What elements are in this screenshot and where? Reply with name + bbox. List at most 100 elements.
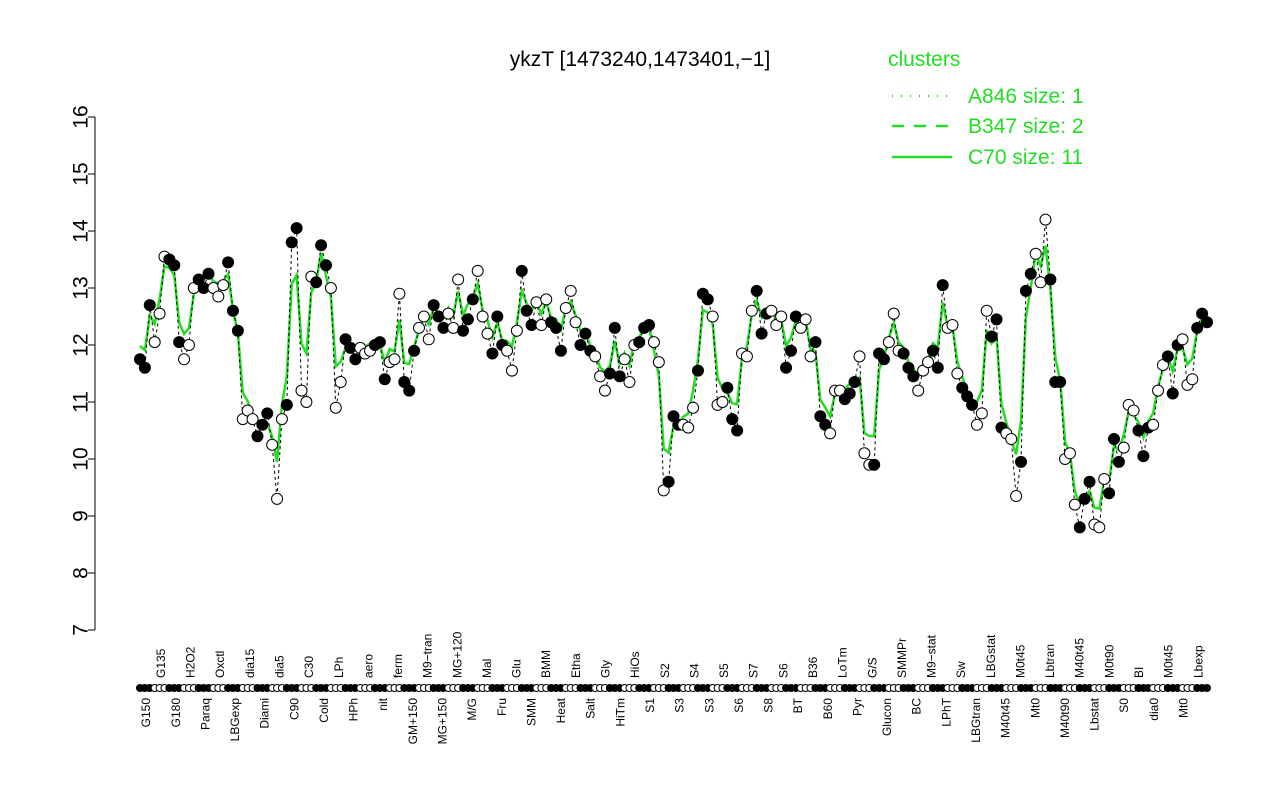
data-point	[922, 356, 935, 369]
data-point	[334, 376, 347, 389]
data-point	[403, 384, 416, 397]
data-point	[804, 350, 817, 363]
data-point	[271, 492, 284, 505]
data-point	[613, 370, 626, 383]
data-point	[1191, 321, 1204, 334]
data-point	[457, 324, 470, 337]
data-point	[212, 290, 225, 303]
data-point	[780, 361, 793, 374]
data-point	[579, 327, 592, 340]
x-tick-label: MG+150	[436, 698, 450, 745]
data-point	[246, 413, 259, 426]
legend-entry-b347: B347 size: 2	[968, 115, 1084, 138]
data-point	[275, 413, 288, 426]
data-point	[809, 336, 822, 349]
legend-entry-a846: A846 size: 1	[968, 85, 1084, 108]
data-point	[1098, 472, 1111, 485]
data-points	[134, 213, 1213, 534]
x-tick-label: LBGexp	[228, 698, 242, 742]
data-point	[217, 279, 230, 292]
data-point	[261, 407, 274, 420]
data-point	[315, 239, 328, 252]
x-tick-label: aero	[361, 654, 375, 678]
x-tick-label: dia0	[1147, 698, 1161, 721]
x-tick-label: Glucon	[880, 698, 894, 736]
data-point	[143, 299, 156, 312]
data-point	[1044, 273, 1057, 286]
x-tick-label: S6	[732, 698, 746, 713]
data-point	[554, 344, 567, 357]
data-point	[466, 293, 479, 306]
data-point	[755, 327, 768, 340]
data-point	[393, 287, 406, 300]
x-tick-label: Glu	[510, 659, 524, 678]
data-point	[505, 364, 518, 377]
data-point	[168, 259, 181, 272]
data-point	[574, 339, 587, 351]
data-point	[1127, 404, 1140, 417]
data-point	[540, 293, 553, 306]
x-tick-label: Paraq	[198, 698, 212, 730]
x-tick-label: Diami	[258, 698, 272, 729]
data-point	[643, 319, 656, 332]
data-point	[452, 273, 465, 286]
x-tick-label: S3	[702, 698, 716, 713]
data-point	[295, 384, 308, 397]
x-tick-label: M9−tran	[421, 634, 435, 678]
data-point	[623, 376, 636, 389]
cluster-c70-line	[139, 245, 1208, 511]
data-point	[1147, 418, 1160, 431]
x-tick-label: Mt0	[1028, 698, 1042, 718]
data-point	[907, 370, 920, 383]
x-tick-label: G135	[154, 648, 168, 678]
data-point	[481, 327, 494, 340]
x-tick-label: S7	[747, 663, 761, 678]
data-point	[887, 307, 900, 320]
data-point	[682, 421, 695, 434]
x-tick-label: Sw	[954, 661, 968, 678]
data-point	[594, 370, 607, 383]
data-point	[569, 316, 582, 329]
data-point	[1063, 447, 1076, 460]
data-point	[251, 430, 264, 443]
data-point	[520, 304, 533, 317]
x-tick-label: B60	[821, 698, 835, 720]
data-point	[510, 324, 523, 337]
data-point	[990, 313, 1003, 326]
chart-title: ykzT [1473240,1473401,−1]	[510, 48, 771, 71]
legend: clusters A846 size: 1 B347 size: 2 C70 s…	[888, 48, 1084, 169]
data-point	[1112, 455, 1125, 468]
y-tick-label: 13	[69, 276, 92, 299]
data-point	[716, 396, 729, 408]
data-point	[868, 458, 881, 471]
rug-point	[1203, 684, 1211, 692]
data-point	[1161, 350, 1174, 363]
x-tick-label: M40t45	[999, 698, 1013, 738]
x-tick-label: M0t90	[1102, 644, 1116, 678]
data-point	[745, 304, 758, 317]
data-point	[256, 418, 269, 431]
data-point	[706, 310, 719, 323]
x-tick-label: C90	[287, 698, 301, 720]
x-tick-label: dia5	[273, 655, 287, 678]
y-tick-label: 16	[69, 105, 92, 128]
data-point	[231, 324, 244, 337]
data-point	[765, 304, 778, 317]
x-tick-label: dia15	[243, 648, 257, 678]
data-point	[740, 350, 753, 363]
x-tick-label: S3	[673, 698, 687, 713]
x-tick-label: HPh	[347, 698, 361, 721]
x-tick-label: M0t45	[1162, 644, 1176, 678]
data-point	[378, 373, 391, 386]
data-point	[721, 381, 734, 394]
x-tick-label: S2	[658, 663, 672, 678]
x-tick-label: S5	[717, 663, 731, 678]
data-point	[882, 336, 895, 349]
x-tick-label: ferm	[391, 654, 405, 678]
data-point	[687, 401, 700, 414]
x-tick-label: SMM	[524, 698, 538, 726]
data-point	[853, 350, 866, 363]
data-point	[1166, 387, 1179, 400]
x-tick-label: M/G	[465, 698, 479, 721]
x-tick-label: SMMPr	[895, 638, 909, 678]
